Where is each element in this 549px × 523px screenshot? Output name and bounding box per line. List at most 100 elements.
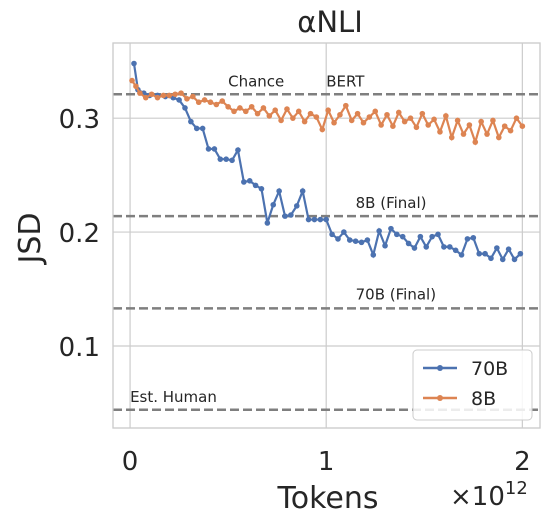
x-tick-label: 0 <box>122 447 139 477</box>
reference-label: Chance <box>228 72 284 90</box>
data-point <box>148 91 155 98</box>
data-point <box>201 97 208 103</box>
data-point <box>242 108 249 115</box>
data-point <box>448 134 455 141</box>
data-point <box>142 94 149 101</box>
data-point <box>229 157 235 164</box>
data-point <box>384 111 390 118</box>
data-point <box>305 216 312 223</box>
data-point <box>411 245 418 251</box>
data-point <box>437 129 443 135</box>
data-point <box>466 122 473 128</box>
data-point <box>325 107 331 114</box>
data-point <box>441 244 447 250</box>
data-point <box>494 245 500 251</box>
x-tick-label: 1 <box>318 447 335 477</box>
data-point <box>341 229 347 235</box>
data-point <box>464 236 471 242</box>
data-point <box>237 105 243 111</box>
data-point <box>507 127 514 134</box>
data-point <box>360 119 367 126</box>
data-point <box>372 108 379 115</box>
legend-marker <box>437 365 443 371</box>
data-point <box>199 125 206 132</box>
data-point <box>166 92 173 99</box>
data-point <box>476 250 482 257</box>
data-point <box>172 91 178 98</box>
data-point <box>413 124 420 131</box>
data-point <box>270 201 277 208</box>
data-point <box>258 185 265 192</box>
x-tick-label: 2 <box>514 447 531 477</box>
data-point <box>217 156 224 162</box>
data-point <box>388 225 394 232</box>
reference-label: BERT <box>326 72 365 90</box>
data-point <box>225 103 231 110</box>
data-point <box>460 131 467 137</box>
data-point <box>482 250 488 257</box>
data-point <box>190 93 196 100</box>
data-point <box>288 212 294 218</box>
data-point <box>323 216 330 223</box>
data-point <box>211 146 218 152</box>
data-point <box>346 237 353 243</box>
data-point <box>499 256 506 263</box>
data-point <box>358 239 365 246</box>
data-point <box>223 156 229 162</box>
data-point <box>133 83 139 90</box>
data-point <box>246 178 253 184</box>
data-point <box>307 110 314 117</box>
data-point <box>452 247 459 254</box>
data-point <box>378 122 384 128</box>
data-point <box>490 117 496 124</box>
data-point <box>478 118 484 125</box>
legend-label: 8B <box>471 388 496 410</box>
data-point <box>431 116 437 123</box>
data-point <box>417 233 424 240</box>
multiplier-exponent: 12 <box>505 478 528 499</box>
data-point <box>458 252 465 258</box>
data-point <box>278 117 284 124</box>
data-point <box>184 96 190 102</box>
reference-label: 8B (Final) <box>356 194 427 212</box>
data-point <box>435 231 441 238</box>
data-point <box>472 139 479 145</box>
plot-area <box>112 42 541 429</box>
data-point <box>282 213 288 219</box>
reference-label: 70B (Final) <box>356 285 436 303</box>
data-point <box>484 131 490 137</box>
data-point <box>429 233 435 240</box>
data-point <box>231 108 237 115</box>
data-point <box>290 115 296 121</box>
data-point <box>517 250 524 257</box>
data-point <box>335 236 341 242</box>
data-point <box>311 216 318 223</box>
data-point <box>266 113 273 119</box>
y-tick-label: 0.2 <box>59 219 100 249</box>
x-axis-label: Tokens <box>277 481 379 516</box>
data-point <box>364 237 371 243</box>
data-point <box>366 114 373 120</box>
data-point <box>182 105 188 111</box>
y-axis-label: JSD <box>13 213 48 266</box>
data-point <box>348 117 355 124</box>
data-point <box>137 90 143 96</box>
data-point <box>260 105 267 111</box>
data-point <box>419 110 426 117</box>
y-tick-label: 0.3 <box>59 105 100 135</box>
legend-marker <box>437 395 443 401</box>
data-point <box>129 77 135 84</box>
legend-label: 70B <box>471 358 508 380</box>
data-point <box>219 98 226 104</box>
data-point <box>264 220 271 226</box>
data-point <box>343 102 349 109</box>
data-point <box>407 115 414 121</box>
data-point <box>331 119 337 126</box>
data-point <box>299 188 306 194</box>
data-point <box>207 99 214 106</box>
data-point <box>395 109 402 116</box>
data-point <box>354 110 361 117</box>
data-point <box>276 188 282 194</box>
